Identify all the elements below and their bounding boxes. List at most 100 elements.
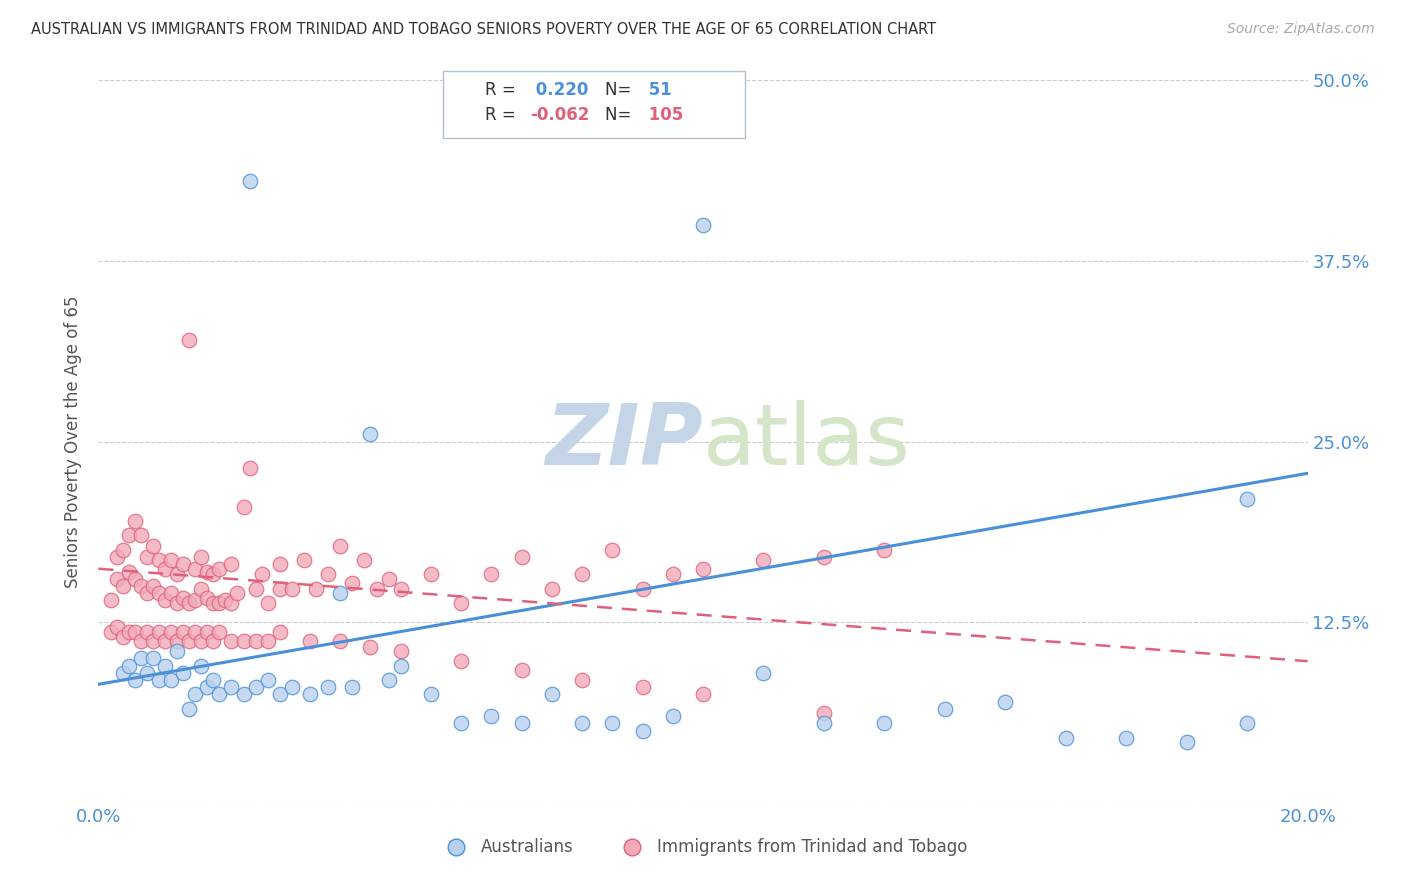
Point [135, 550, 157, 565]
Point [105, 572, 128, 586]
Point [813, 716, 835, 731]
Point [540, 582, 562, 596]
Point [179, 702, 201, 716]
Text: AUSTRALIAN VS IMMIGRANTS FROM TRINIDAD AND TOBAGO SENIORS POVERTY OVER THE AGE O: AUSTRALIAN VS IMMIGRANTS FROM TRINIDAD A… [31, 22, 936, 37]
Point [129, 634, 152, 648]
Point [153, 658, 176, 673]
Point [195, 591, 218, 605]
Point [142, 539, 165, 553]
Point [153, 634, 176, 648]
Point [111, 665, 134, 680]
Point [148, 625, 170, 640]
Point [118, 625, 141, 640]
Point [148, 586, 170, 600]
Point [153, 593, 176, 607]
Point [813, 550, 835, 565]
Point [342, 576, 364, 591]
Point [994, 695, 1017, 709]
Point [166, 634, 188, 648]
Point [299, 634, 322, 648]
Text: R =: R = [485, 81, 522, 99]
Point [111, 579, 134, 593]
Point [934, 702, 956, 716]
Point [118, 565, 141, 579]
Point [111, 630, 134, 644]
Point [179, 596, 201, 610]
Point [316, 567, 339, 582]
Point [142, 651, 165, 665]
Point [305, 582, 328, 596]
Point [353, 553, 375, 567]
Point [420, 687, 443, 701]
Point [250, 567, 273, 582]
Point [389, 658, 412, 673]
Text: 51: 51 [643, 81, 671, 99]
Point [245, 680, 267, 694]
Point [510, 716, 533, 731]
Point [269, 558, 291, 572]
Point [160, 673, 183, 687]
Point [450, 596, 472, 610]
Point [124, 625, 146, 640]
Point [221, 680, 243, 694]
Point [221, 596, 243, 610]
Point [153, 562, 176, 576]
Point [124, 572, 146, 586]
Text: -0.062: -0.062 [530, 106, 589, 124]
Point [179, 334, 201, 348]
Point [232, 500, 254, 514]
Text: 105: 105 [643, 106, 683, 124]
Point [292, 553, 315, 567]
Point [692, 218, 714, 232]
Point [661, 567, 683, 582]
Point [135, 665, 157, 680]
Point [100, 625, 122, 640]
Point [329, 539, 352, 553]
Point [208, 625, 231, 640]
Point [813, 706, 835, 721]
Text: Source: ZipAtlas.com: Source: ZipAtlas.com [1227, 22, 1375, 37]
Point [172, 558, 194, 572]
Point [299, 687, 322, 701]
Point [160, 625, 183, 640]
Point [160, 553, 183, 567]
Y-axis label: Seniors Poverty Over the Age of 65: Seniors Poverty Over the Age of 65 [65, 295, 83, 588]
Point [245, 634, 267, 648]
Point [166, 644, 188, 658]
Point [450, 716, 472, 731]
Point [256, 673, 278, 687]
Point [873, 542, 896, 557]
Point [366, 582, 388, 596]
Point [602, 542, 624, 557]
Point [184, 625, 207, 640]
Point [377, 673, 399, 687]
Point [195, 680, 218, 694]
Point [232, 634, 254, 648]
Point [256, 634, 278, 648]
Point [172, 591, 194, 605]
Point [692, 687, 714, 701]
Point [1115, 731, 1137, 745]
Legend: Australians, Immigrants from Trinidad and Tobago: Australians, Immigrants from Trinidad an… [432, 831, 974, 863]
Point [190, 658, 212, 673]
Point [160, 586, 183, 600]
Point [214, 593, 236, 607]
Point [342, 680, 364, 694]
Point [631, 680, 654, 694]
Point [269, 582, 291, 596]
Point [179, 634, 201, 648]
Point [329, 634, 352, 648]
Point [129, 528, 152, 542]
Point [873, 716, 896, 731]
Point [571, 716, 593, 731]
Point [571, 673, 593, 687]
Point [450, 654, 472, 668]
Text: atlas: atlas [703, 400, 911, 483]
Point [269, 687, 291, 701]
Point [1175, 735, 1198, 749]
Point [202, 567, 225, 582]
Point [221, 558, 243, 572]
Point [239, 460, 262, 475]
Point [221, 634, 243, 648]
Point [281, 582, 304, 596]
